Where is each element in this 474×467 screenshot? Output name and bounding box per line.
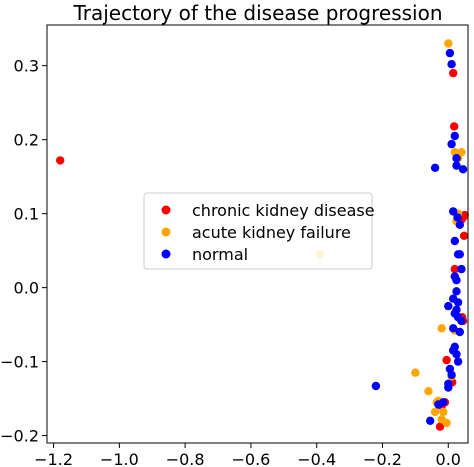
point-normal <box>439 398 448 407</box>
point-normal <box>457 316 466 326</box>
x-tick-label: 0.0 <box>436 450 461 467</box>
point-normal <box>449 207 458 216</box>
point-chronic-kidney-disease <box>435 422 445 431</box>
point-chronic-kidney-disease <box>442 355 451 365</box>
point-acute-kidney-failure <box>437 324 446 333</box>
point-normal <box>450 236 459 246</box>
point-normal <box>455 327 464 337</box>
legend-marker-acute-kidney-failure <box>161 227 171 237</box>
point-normal <box>450 131 459 141</box>
x-tick-label: −1.2 <box>34 450 73 467</box>
point-normal <box>452 276 461 285</box>
point-normal <box>453 357 463 366</box>
legend-label-acute-kidney-failure: acute kidney failure <box>192 223 351 242</box>
point-acute-kidney-failure <box>411 368 420 377</box>
point-normal <box>452 350 461 359</box>
y-axis: −0.2 −0.1 0.0 0.1 0.2 0.3 <box>0 57 47 446</box>
point-chronic-kidney-disease <box>450 122 459 131</box>
point-normal <box>371 381 381 391</box>
point-chronic-kidney-disease <box>449 68 458 78</box>
point-normal <box>447 139 456 149</box>
x-tick-label: −0.2 <box>363 450 402 467</box>
x-tick-label: −0.4 <box>297 450 336 467</box>
point-normal <box>452 161 461 170</box>
legend-marker-normal <box>161 249 171 259</box>
x-tick-label: −0.8 <box>166 450 205 467</box>
point-normal <box>444 383 453 392</box>
point-normal <box>453 298 463 307</box>
point-acute-kidney-failure <box>442 418 451 428</box>
point-chronic-kidney-disease <box>450 264 459 274</box>
point-normal <box>444 301 453 311</box>
point-chronic-kidney-disease <box>56 156 65 165</box>
y-tick-label: 0.2 <box>14 131 39 150</box>
x-axis: −1.2 −1.0 −0.8 −0.6 −0.4 −0.2 0.0 <box>34 443 461 467</box>
point-normal <box>452 287 461 296</box>
y-tick-label: 0.0 <box>14 279 39 298</box>
point-normal <box>449 324 458 333</box>
y-tick-label: 0.3 <box>14 57 39 76</box>
point-normal <box>452 305 461 314</box>
point-normal <box>455 250 464 259</box>
points-layer <box>56 39 469 431</box>
point-acute-kidney-failure <box>444 39 453 48</box>
point-normal <box>457 264 466 274</box>
point-chronic-kidney-disease <box>459 231 469 240</box>
point-normal <box>447 370 456 380</box>
point-normal <box>453 213 462 222</box>
y-tick-label: −0.1 <box>0 353 39 372</box>
point-normal <box>458 165 468 174</box>
plot-area-frame <box>46 24 469 444</box>
point-normal <box>445 48 455 58</box>
point-normal <box>447 59 456 69</box>
legend: chronic kidney disease acute kidney fail… <box>143 192 375 270</box>
point-normal <box>426 416 435 425</box>
legend-label-normal: normal <box>192 245 248 264</box>
chart-title: Trajectory of the disease progression <box>72 1 442 25</box>
legend-box <box>143 192 373 270</box>
point-acute-kidney-failure <box>424 387 433 396</box>
point-normal <box>430 163 440 172</box>
point-normal <box>452 154 461 163</box>
legend-label-chronic-kidney-disease: chronic kidney disease <box>192 201 375 220</box>
point-acute-kidney-failure <box>439 407 448 417</box>
legend-marker-chronic-kidney-disease <box>161 205 171 215</box>
x-tick-label: −0.6 <box>231 450 270 467</box>
point-normal <box>455 220 464 229</box>
point-acute-kidney-failure <box>430 407 440 417</box>
y-tick-label: −0.2 <box>0 427 39 446</box>
y-tick-label: 0.1 <box>14 205 39 224</box>
x-tick-label: −1.0 <box>100 450 139 467</box>
